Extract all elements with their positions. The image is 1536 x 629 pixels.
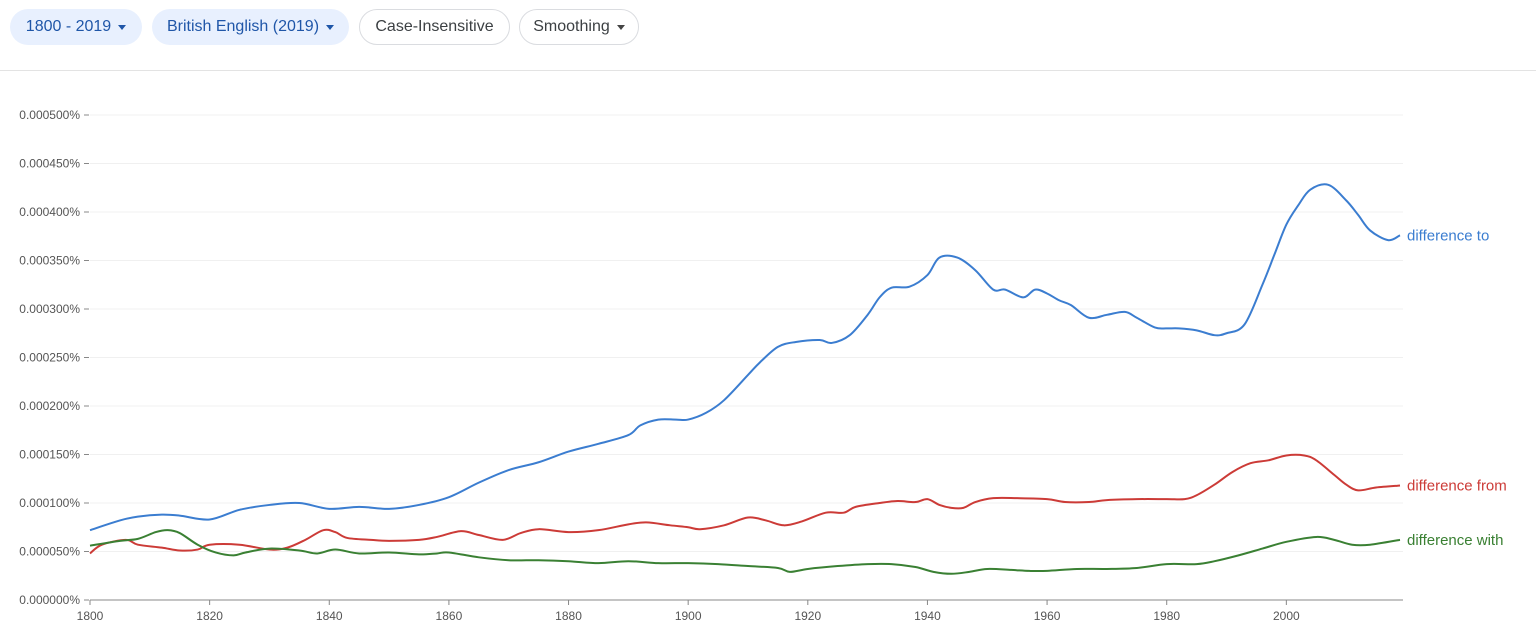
caret-down-icon [326,24,335,30]
y-tick-label: 0.000250% [19,351,80,365]
year-range-dropdown[interactable]: 1800 - 2019 [10,9,142,45]
series-label-difference-to[interactable]: difference to [1407,227,1489,244]
x-tick-label: 1800 [77,609,104,623]
x-tick-label: 1860 [436,609,463,623]
y-tick-label: 0.000400% [19,205,80,219]
x-tick-label: 1980 [1153,609,1180,623]
x-tick-label: 1940 [914,609,941,623]
y-tick-label: 0.000150% [19,448,80,462]
case-label: Case-Insensitive [375,18,494,35]
caret-down-icon [616,24,625,30]
x-tick-label: 2000 [1273,609,1300,623]
x-tick-label: 1880 [555,609,582,623]
series-label-difference-with[interactable]: difference with [1407,532,1503,549]
toolbar: 1800 - 2019 British English (2019) Case-… [0,0,1536,71]
x-tick-label: 1820 [196,609,223,623]
y-tick-label: 0.000200% [19,399,80,413]
series-line-difference-with[interactable] [89,529,1401,575]
series-label-difference-from[interactable]: difference from [1407,478,1507,495]
y-tick-label: 0.000100% [19,496,80,510]
x-tick-label: 1840 [316,609,343,623]
y-tick-label: 0.000300% [19,302,80,316]
x-tick-label: 1960 [1034,609,1061,623]
y-tick-label: 0.000500% [19,108,80,122]
x-tick-label: 1920 [794,609,821,623]
corpus-label: British English (2019) [166,18,320,35]
caret-down-icon [118,24,127,30]
year-range-label: 1800 - 2019 [25,18,112,35]
case-insensitive-toggle[interactable]: Case-Insensitive [359,9,510,45]
corpus-dropdown[interactable]: British English (2019) [152,9,349,45]
y-tick-label: 0.000050% [19,545,80,559]
series-line-difference-to[interactable] [89,183,1401,532]
y-tick-label: 0.000350% [19,254,80,268]
x-tick-label: 1900 [675,609,702,623]
y-tick-label: 0.000450% [19,157,80,171]
smoothing-dropdown[interactable]: Smoothing [519,9,639,45]
y-tick-label: 0.000000% [19,593,80,607]
smoothing-label: Smoothing [533,18,610,35]
series-line-difference-from[interactable] [89,453,1401,555]
